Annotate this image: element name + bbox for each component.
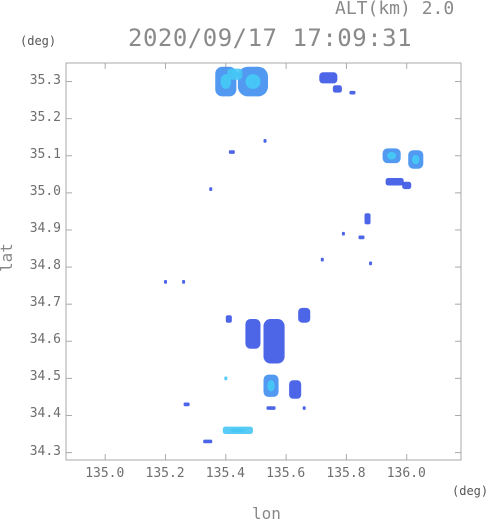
y-tick-label: 34.5 — [29, 369, 61, 385]
echo-cell — [349, 90, 356, 95]
echo-cell — [319, 72, 338, 84]
echo-cell — [183, 402, 190, 407]
radar-echoes — [163, 66, 424, 444]
echo-core — [231, 71, 239, 77]
echo-cell — [203, 439, 213, 444]
x-tick-label: 135.6 — [266, 466, 306, 481]
echo-cell — [263, 139, 267, 143]
x-tick-label: 136.0 — [386, 466, 426, 481]
y-tick-label: 35.3 — [29, 72, 61, 88]
echo-cell — [369, 261, 373, 266]
echo-cell — [302, 406, 306, 410]
echo-cell — [209, 187, 213, 192]
echo-cell — [266, 406, 276, 410]
echo-cell — [402, 181, 412, 190]
echo-cell — [245, 319, 261, 349]
echo-core — [245, 74, 261, 89]
echo-cell — [358, 235, 365, 240]
altitude-label: ALT(km) 2.0 — [335, 0, 455, 19]
y-tick-label: 34.9 — [29, 220, 61, 236]
tick-marks — [66, 63, 461, 460]
x-tick-label: 135.4 — [205, 466, 245, 481]
echo-cell — [385, 178, 404, 186]
y-tick-label: 34.7 — [29, 295, 61, 311]
y-axis-unit: (deg) — [20, 34, 57, 48]
echo-cell — [225, 315, 232, 323]
x-axis-unit: (deg) — [452, 484, 489, 498]
plot-frame — [65, 62, 462, 461]
x-tick-label: 135.8 — [326, 466, 366, 481]
echo-core — [230, 428, 246, 433]
echo-cell — [182, 280, 186, 284]
echo-cell — [263, 319, 285, 364]
echo-cell — [298, 307, 311, 323]
echo-core — [387, 152, 397, 160]
y-tick-label: 34.6 — [29, 332, 61, 348]
echo-core — [267, 380, 275, 392]
y-tick-label: 34.8 — [29, 258, 61, 274]
echo-cell — [228, 150, 235, 154]
echo-cell — [332, 85, 342, 93]
timestamp: 2020/09/17 17:09:31 — [128, 24, 413, 52]
echo-cell — [364, 213, 371, 225]
y-tick-label: 34.4 — [29, 406, 61, 422]
echo-core — [412, 154, 420, 165]
echo-cell — [320, 257, 324, 262]
x-tick-label: 135.0 — [85, 466, 125, 481]
y-tick-label: 35.2 — [29, 109, 61, 125]
echo-cell — [224, 376, 228, 381]
y-tick-label: 35.0 — [29, 183, 61, 199]
x-axis-label: lon — [252, 504, 281, 523]
echo-cell — [341, 231, 345, 236]
echo-cell — [163, 280, 168, 284]
y-tick-label: 35.1 — [29, 146, 61, 162]
y-tick-label: 34.3 — [29, 443, 61, 459]
x-tick-label: 135.2 — [145, 466, 185, 481]
echo-cell — [289, 380, 302, 399]
